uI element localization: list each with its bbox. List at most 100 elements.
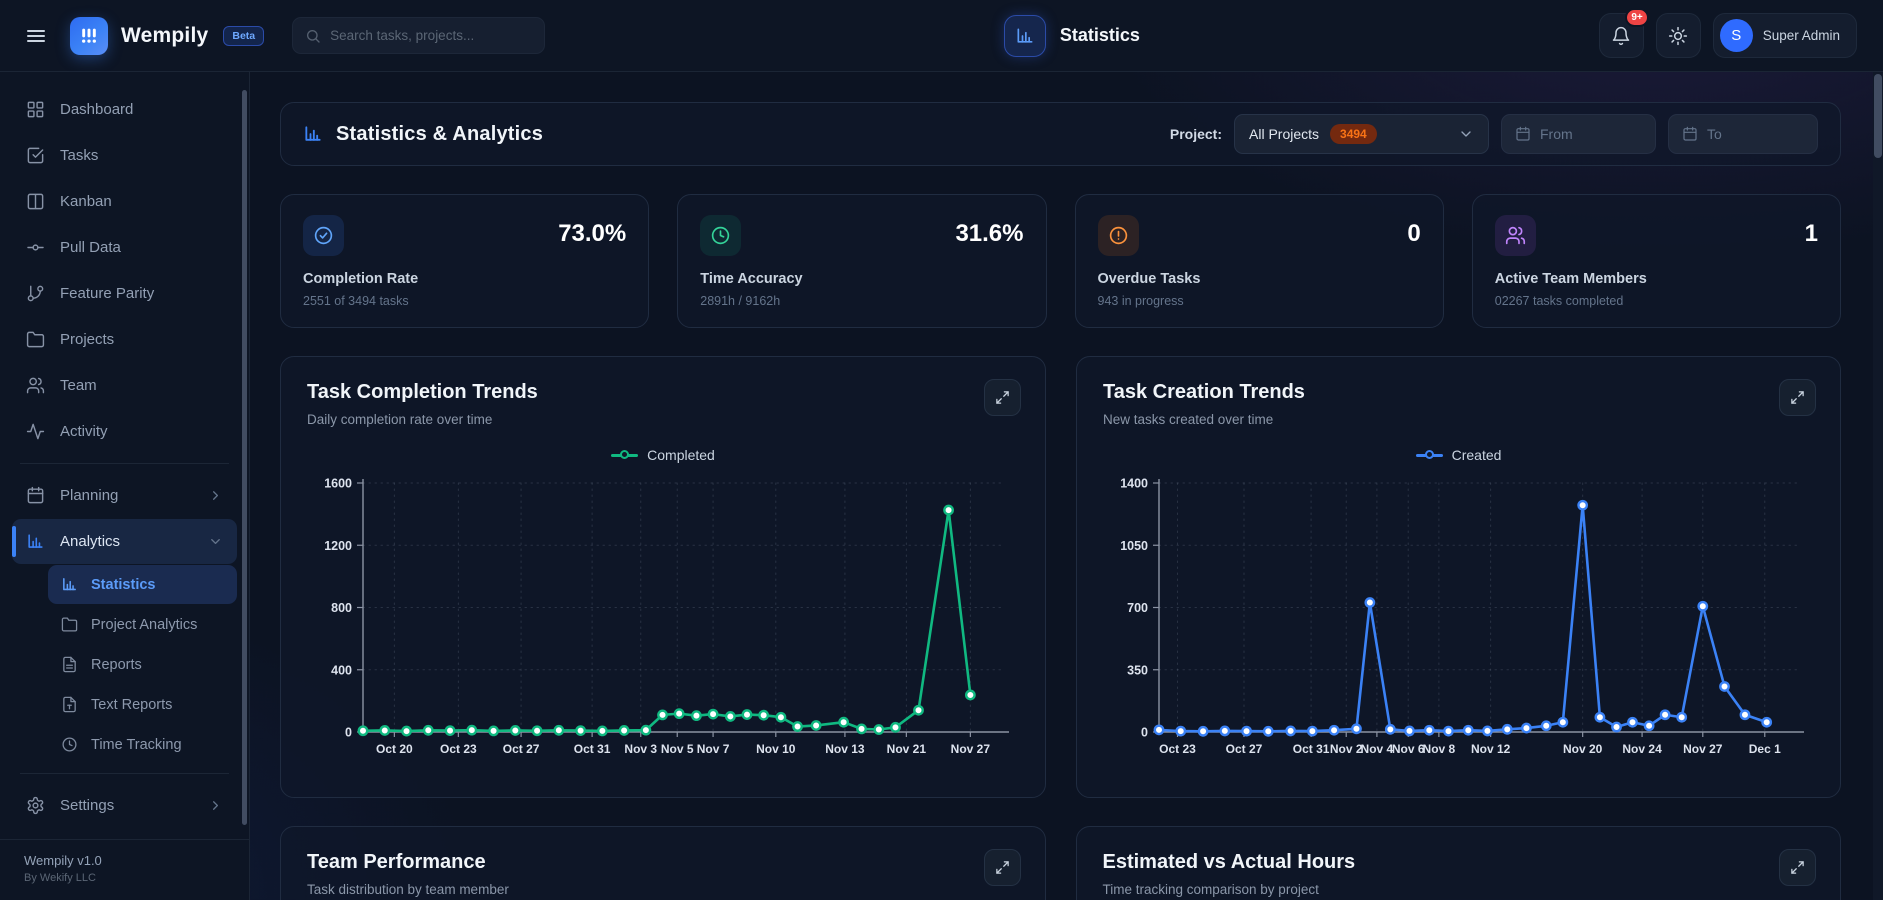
- chart-title: Task Creation Trends: [1103, 381, 1305, 403]
- chart-title: Task Completion Trends: [307, 381, 538, 403]
- expand-chart-button[interactable]: [983, 849, 1021, 886]
- svg-text:1200: 1200: [324, 539, 352, 553]
- date-to-input[interactable]: To: [1668, 114, 1818, 154]
- notifications-button[interactable]: 9+: [1598, 8, 1649, 58]
- task-completion-trends-card: Task Completion Trends Daily completion …: [280, 356, 1046, 798]
- sidebar-item-reports[interactable]: Reports: [48, 645, 237, 684]
- sidebar-item-team[interactable]: Team: [12, 363, 237, 408]
- chart-legend[interactable]: Completed: [307, 447, 1019, 463]
- expand-icon: [1790, 860, 1805, 875]
- legend-line-marker: [611, 450, 639, 460]
- expand-chart-button[interactable]: [1779, 379, 1816, 416]
- svg-text:Oct 27: Oct 27: [1226, 742, 1263, 756]
- svg-text:Nov 6: Nov 6: [1392, 742, 1425, 756]
- sidebar-item-kanban[interactable]: Kanban: [12, 179, 237, 224]
- stat-value: 0: [1407, 220, 1421, 247]
- legend-label: Created: [1451, 447, 1502, 463]
- sidebar-item-label: Projects: [60, 331, 115, 348]
- svg-text:400: 400: [331, 663, 352, 677]
- svg-text:Nov 10: Nov 10: [756, 742, 796, 756]
- svg-text:Oct 23: Oct 23: [440, 742, 477, 756]
- svg-text:Nov 4: Nov 4: [1361, 742, 1394, 756]
- svg-text:Nov 12: Nov 12: [1471, 742, 1511, 756]
- bell-icon: [1611, 26, 1631, 46]
- sidebar-item-time-tracking[interactable]: Time Tracking: [48, 725, 237, 764]
- sidebar-item-feature-parity[interactable]: Feature Parity: [12, 271, 237, 316]
- sidebar-item-activity[interactable]: Activity: [12, 409, 237, 454]
- beta-badge: Beta: [223, 25, 265, 46]
- sidebar-divider: [20, 773, 229, 774]
- alert-circle-icon: [1097, 215, 1139, 256]
- planning-icon: [26, 486, 45, 505]
- svg-text:Nov 24: Nov 24: [1622, 742, 1662, 756]
- sidebar-item-partial[interactable]: [12, 829, 237, 834]
- sidebar-item-tasks[interactable]: Tasks: [12, 133, 237, 178]
- users-icon: [1494, 215, 1536, 256]
- sidebar-item-projects[interactable]: Projects: [12, 317, 237, 362]
- main-content: Statistics & Analytics Project: All Proj…: [250, 72, 1883, 900]
- chart-subtitle: Time tracking comparison by project: [1102, 882, 1319, 897]
- svg-text:Nov 2: Nov 2: [1330, 742, 1363, 756]
- sidebar-item-label: Time Tracking: [91, 736, 182, 753]
- sidebar-item-analytics[interactable]: Analytics: [12, 519, 237, 564]
- expand-icon: [1790, 390, 1805, 405]
- chevron-down-icon: [208, 534, 223, 549]
- sidebar-footer: Wempily v1.0 By Wekify LLC: [0, 839, 249, 900]
- svg-text:0: 0: [345, 726, 352, 740]
- search-box[interactable]: [292, 17, 546, 54]
- analytics-icon: [26, 532, 45, 551]
- projects-icon: [26, 330, 45, 349]
- kanban-icon: [26, 192, 45, 211]
- team-performance-card: Team Performance Task distribution by te…: [280, 826, 1046, 900]
- sidebar: Dashboard Tasks Kanban Pull Data Feature…: [0, 72, 250, 900]
- sidebar-item-label: Analytics: [60, 533, 121, 550]
- sidebar-item-label: Project Analytics: [91, 616, 198, 633]
- reports-icon: [61, 656, 78, 673]
- date-from-input[interactable]: From: [1501, 114, 1656, 154]
- expand-chart-button[interactable]: [1779, 849, 1816, 886]
- settings-gear-icon: [26, 796, 45, 815]
- page-title: Statistics: [1059, 25, 1140, 45]
- hamburger-icon: [24, 24, 48, 48]
- svg-text:Nov 27: Nov 27: [1683, 742, 1723, 756]
- svg-text:Nov 3: Nov 3: [624, 742, 657, 756]
- sidebar-item-text-reports[interactable]: Text Reports: [48, 685, 237, 724]
- stat-card-completion-rate: 73.0% Completion Rate 2551 of 3494 tasks: [280, 194, 650, 328]
- svg-text:800: 800: [331, 601, 352, 615]
- stats-row: 73.0% Completion Rate 2551 of 3494 tasks…: [280, 194, 1841, 328]
- page-scrollbar-thumb[interactable]: [1874, 74, 1882, 158]
- brand-logo[interactable]: Wempily Beta: [70, 16, 265, 55]
- page-scrollbar-track[interactable]: [1873, 72, 1883, 900]
- sidebar-item-statistics[interactable]: Statistics: [48, 565, 237, 604]
- sidebar-scrollbar[interactable]: [242, 90, 247, 825]
- sidebar-item-dashboard[interactable]: Dashboard: [12, 87, 237, 132]
- user-name: Super Admin: [1762, 28, 1841, 43]
- stat-value: 31.6%: [955, 220, 1024, 247]
- chart-legend[interactable]: Created: [1103, 447, 1814, 463]
- chevron-down-icon: [1458, 126, 1474, 142]
- stat-card-time-accuracy: 31.6% Time Accuracy 2891h / 9162h: [677, 194, 1047, 328]
- sidebar-item-settings[interactable]: Settings: [12, 783, 237, 828]
- creation-trends-plot: 0 350 700 1050 1400 Oct 23 Oct 27 Oct 31 Nov 2 No…: [1103, 471, 1814, 766]
- user-menu[interactable]: S Super Admin: [1712, 13, 1858, 58]
- completion-trends-plot: 0 400 800 1200 1600 Oct 20 Oct 23 Oct 27 Oct 31 N…: [307, 471, 1019, 766]
- app-version: Wempily v1.0: [24, 853, 102, 868]
- project-count-badge: 3494: [1330, 124, 1377, 144]
- project-select[interactable]: All Projects 3494: [1234, 114, 1489, 154]
- sidebar-item-label: Text Reports: [91, 696, 173, 713]
- team-icon: [26, 376, 45, 395]
- statistics-subitem-icon: [61, 576, 78, 593]
- theme-toggle-button[interactable]: [1655, 13, 1701, 58]
- svg-text:Nov 13: Nov 13: [825, 742, 865, 756]
- sidebar-item-label: Reports: [91, 656, 142, 673]
- expand-chart-button[interactable]: [984, 379, 1021, 416]
- expand-icon: [995, 860, 1010, 875]
- sidebar-item-planning[interactable]: Planning: [12, 473, 237, 518]
- sidebar-item-pull-data[interactable]: Pull Data: [12, 225, 237, 270]
- page-title-group: Statistics: [1003, 14, 1140, 57]
- sidebar-item-project-analytics[interactable]: Project Analytics: [48, 605, 237, 644]
- clock-icon: [700, 215, 742, 256]
- search-input[interactable]: [330, 28, 533, 43]
- hamburger-menu-button[interactable]: [24, 24, 48, 48]
- search-icon: [305, 28, 321, 44]
